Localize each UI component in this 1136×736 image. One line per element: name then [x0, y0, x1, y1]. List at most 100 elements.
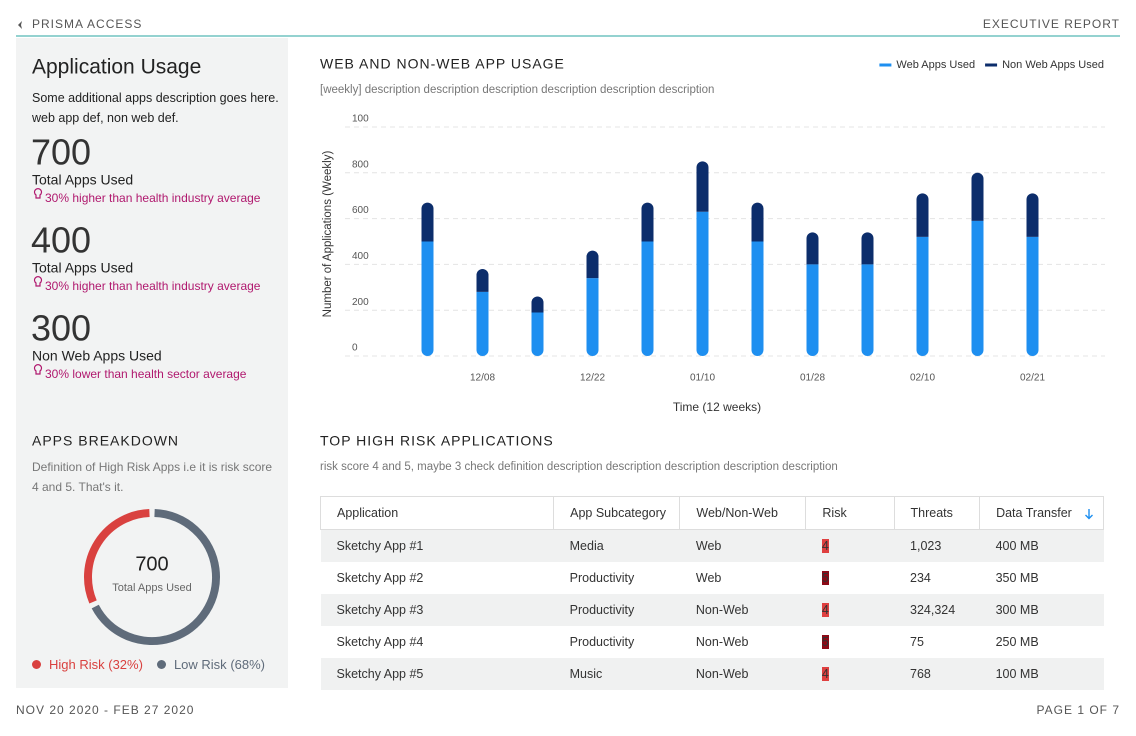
column-header-label: Web/Non-Web: [696, 506, 778, 520]
cell-text: Web: [695, 539, 722, 553]
cell-text: 75: [910, 635, 924, 649]
table-cell: Productivity: [554, 594, 680, 626]
y-tick-label: 600: [352, 205, 369, 216]
column-header: Threats: [893, 496, 981, 530]
bar-segment: [861, 264, 874, 356]
table-cell: Non-Web: [680, 658, 806, 690]
table-cell: 100 MB: [980, 658, 1104, 690]
bar-segment: [696, 211, 709, 356]
table-cell: 5: [806, 562, 894, 594]
bar-segment: [641, 202, 654, 242]
bulb-icon: [33, 364, 43, 375]
cell-text: Sketchy App #1: [336, 539, 424, 553]
chart-subtitle: [weekly] description description descrip…: [320, 84, 714, 96]
donut-center-value: 700: [135, 553, 168, 575]
table-cell: 1,023: [894, 530, 980, 563]
cell-text: 100 MB: [995, 667, 1039, 681]
stat-value: 700: [31, 132, 91, 173]
y-tick-label: 100: [352, 114, 369, 125]
stat-label: Total Apps Used: [32, 260, 133, 276]
risk-badge: 5: [821, 635, 829, 649]
bar-segment: [751, 241, 764, 356]
table-row: Sketchy App #5 Music Non-Web 4 768 100 MB: [320, 658, 1104, 690]
cell-text: Productivity: [569, 603, 635, 617]
table-cell: 4: [806, 594, 894, 626]
column-header-label: Threats: [910, 506, 953, 520]
bulb-icon: [33, 276, 43, 287]
bar-segment: [806, 232, 819, 265]
y-tick-label: 0: [352, 343, 358, 354]
table-row: Sketchy App #3 Productivity Non-Web 4 324,32…: [320, 594, 1104, 626]
cell-text: 350 MB: [995, 571, 1039, 585]
bar-segment: [696, 161, 709, 212]
table-cell: 4: [806, 658, 894, 690]
cell-text: Non-Web: [695, 667, 749, 681]
pie-title: APPS BREAKDOWN: [32, 433, 179, 449]
x-tick-label: 01/10: [690, 373, 715, 384]
y-tick-label: 800: [352, 159, 369, 170]
donut-slice: [91, 509, 220, 645]
bar-segment: [641, 241, 654, 356]
cell-text: Productivity: [569, 571, 635, 585]
table: Application App Subcategory Web/Non-Web Ris…: [319, 496, 1104, 690]
bar-segment: [806, 264, 819, 356]
cell-text: 300 MB: [995, 603, 1039, 617]
cell-text: Non-Web: [695, 635, 749, 649]
donut-center-label: Total Apps Used: [112, 582, 192, 594]
cell-text: Sketchy App #4: [336, 635, 424, 649]
table-cell: 234: [894, 562, 980, 594]
legend-label: High Risk: [49, 657, 105, 672]
table-cell: Sketchy App #1: [321, 530, 554, 563]
sort-icon[interactable]: [1084, 508, 1094, 520]
header-row: Application App Subcategory Web/Non-Web Ris…: [319, 496, 1104, 530]
column-header: Web/Non-Web: [679, 496, 807, 530]
bulb-icon: [33, 188, 43, 199]
column-header: Data Transfer: [979, 496, 1104, 530]
x-axis-title: Time (12 weeks): [673, 400, 761, 414]
bar-segment: [421, 241, 434, 356]
column-header: Risk: [805, 496, 895, 530]
bar-segment: [1026, 236, 1039, 356]
bar-segment: [971, 172, 984, 221]
table-cell: 300 MB: [980, 594, 1104, 626]
table-cell: Media: [554, 530, 680, 563]
bar-segment: [531, 296, 544, 313]
bar-segment: [916, 193, 929, 237]
cell-text: Media: [569, 539, 604, 553]
table-cell: 768: [894, 658, 980, 690]
bar-segment: [586, 278, 599, 356]
table-cell: Sketchy App #2: [321, 562, 554, 594]
y-tick-label: 400: [352, 251, 369, 262]
chart-title: WEB AND NON-WEB APP USAGE: [320, 56, 565, 72]
bar-segment: [476, 291, 489, 356]
brand-icon: [18, 21, 22, 29]
legend-label: Non Web Apps Used: [1002, 59, 1104, 71]
stat-value: 300: [31, 308, 91, 349]
legend-value: (32%): [108, 657, 143, 672]
y-axis-title: Number of Applications (Weekly): [322, 151, 334, 318]
table-cell: 5: [806, 626, 894, 658]
column-header-label: App Subcategory: [570, 506, 667, 520]
report-name: EXECUTIVE REPORT: [983, 17, 1120, 31]
table-cell: Sketchy App #5: [321, 658, 554, 690]
legend-item: Low Risk (68%): [156, 657, 265, 672]
table-cell: Non-Web: [680, 594, 806, 626]
bar-segment: [476, 268, 489, 292]
table-cell: Productivity: [554, 562, 680, 594]
bar-segment: [861, 232, 874, 265]
table-cell: 4: [806, 530, 894, 563]
table-subtitle: risk score 4 and 5, maybe 3 check defini…: [320, 461, 838, 473]
table-row: Sketchy App #2 Productivity Web 5 234 350 MB: [320, 562, 1104, 594]
x-tick-label: 12/08: [470, 373, 495, 384]
x-tick-label: 12/22: [580, 373, 605, 384]
pie-legend: High Risk (32%) Low Risk (68%): [32, 657, 279, 672]
stat-note: 30% higher than health industry average: [45, 279, 261, 293]
table-cell: Sketchy App #4: [321, 626, 554, 658]
table-cell: Web: [680, 562, 806, 594]
bar-segment: [751, 202, 764, 242]
table-title: TOP HIGH RISK APPLICATIONS: [320, 433, 554, 449]
bar-segment: [971, 220, 984, 356]
table-cell: Sketchy App #3: [321, 594, 554, 626]
table-cell: Web: [680, 530, 806, 563]
